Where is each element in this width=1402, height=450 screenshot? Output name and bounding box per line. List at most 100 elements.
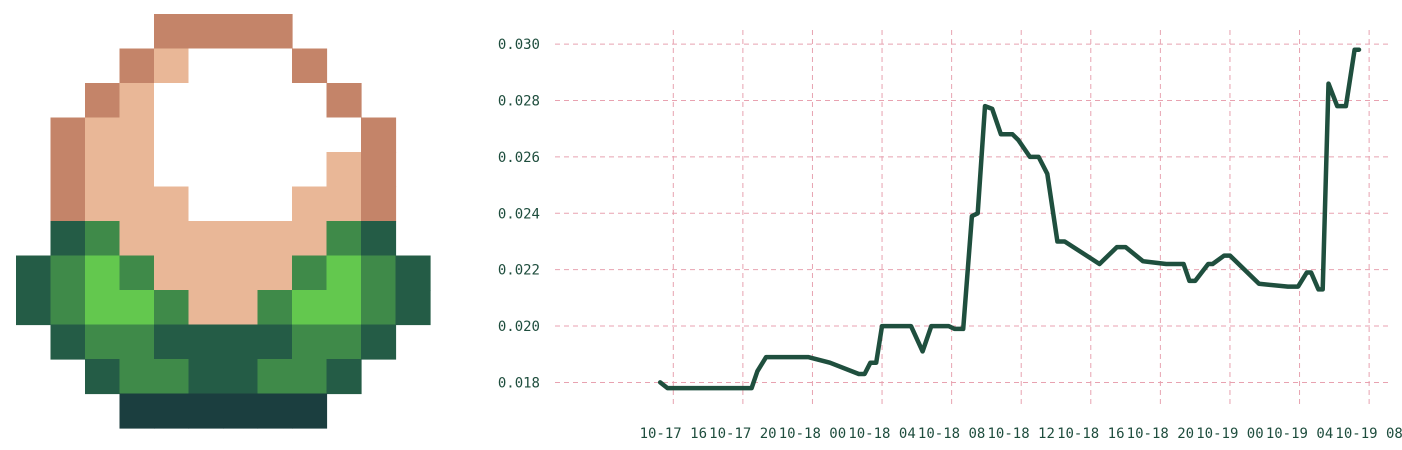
- y-tick-labels: 0.018 0.020 0.022 0.024 0.026 0.028 0.030: [498, 37, 540, 391]
- logo-pixel: [395, 290, 431, 326]
- logo-pixel: [154, 255, 190, 291]
- series-layer: [657, 47, 1362, 391]
- logo-pixel: [119, 255, 155, 291]
- x-tick-label: 10-18 04: [848, 426, 915, 442]
- logo-pixel: [292, 393, 328, 429]
- logo-pixel: [188, 14, 224, 50]
- logo-pixel: [257, 117, 293, 153]
- y-tick-label: 0.028: [498, 93, 540, 109]
- x-tick-label: 10-18 16: [1057, 426, 1124, 442]
- logo-pixel: [154, 152, 190, 188]
- logo-pixel: [119, 117, 155, 153]
- logo-pixel: [326, 152, 362, 188]
- logo-pixel: [257, 83, 293, 119]
- logo-pixel: [326, 186, 362, 222]
- y-grid-lines: [555, 43, 1390, 383]
- logo-pixel: [85, 117, 121, 153]
- logo-pixel: [154, 117, 190, 153]
- logo-pixel: [188, 393, 224, 429]
- pixel-badge-logo: [16, 14, 431, 429]
- logo-pixel: [85, 255, 121, 291]
- y-tick-label: 0.020: [498, 319, 540, 335]
- logo-pixel: [292, 48, 328, 84]
- logo-pixel: [257, 393, 293, 429]
- logo-pixel: [16, 255, 52, 291]
- logo-pixel: [223, 290, 259, 326]
- logo-pixel: [188, 48, 224, 84]
- logo-pixel: [292, 290, 328, 326]
- logo-pixel: [361, 324, 397, 360]
- logo-pixel: [119, 186, 155, 222]
- logo-pixel: [326, 290, 362, 326]
- logo-pixel: [188, 290, 224, 326]
- logo-pixel: [292, 221, 328, 257]
- logo-pixel: [361, 152, 397, 188]
- logo-pixel: [50, 255, 86, 291]
- logo-pixel: [154, 359, 190, 395]
- logo-pixel: [85, 221, 121, 257]
- logo-pixel: [188, 186, 224, 222]
- logo-pixel: [361, 221, 397, 257]
- x-tick-label: 10-18 00: [779, 426, 846, 442]
- logo-pixel: [223, 393, 259, 429]
- x-grid-lines: [672, 30, 1370, 405]
- logo-pixel: [154, 290, 190, 326]
- logo-pixel: [50, 324, 86, 360]
- x-tick-label: 10-17 20: [709, 426, 776, 442]
- logo-pixel: [85, 290, 121, 326]
- x-tick-label: 10-17 16: [640, 426, 707, 442]
- logo-pixel: [119, 221, 155, 257]
- logo-pixel: [50, 290, 86, 326]
- logo-pixel: [223, 359, 259, 395]
- logo-pixel: [119, 48, 155, 84]
- logo-pixel: [50, 186, 86, 222]
- logo-pixel: [223, 83, 259, 119]
- logo-pixel: [223, 14, 259, 50]
- logo-pixel: [85, 83, 121, 119]
- logo-pixel: [292, 152, 328, 188]
- logo-pixel: [326, 324, 362, 360]
- logo-pixel: [85, 152, 121, 188]
- logo-pixel: [119, 152, 155, 188]
- logo-pixel: [154, 48, 190, 84]
- logo-pixel: [50, 221, 86, 257]
- series-line: [657, 47, 1362, 391]
- logo-pixel: [223, 221, 259, 257]
- logo-pixel: [361, 290, 397, 326]
- logo-pixel: [292, 359, 328, 395]
- logo-pixel: [188, 255, 224, 291]
- logo-pixel: [292, 83, 328, 119]
- y-tick-label: 0.030: [498, 37, 540, 53]
- logo-pixel: [257, 221, 293, 257]
- logo-pixel: [50, 117, 86, 153]
- logo-pixel: [119, 290, 155, 326]
- logo-pixel: [188, 152, 224, 188]
- logo-pixel: [257, 152, 293, 188]
- x-tick-labels: 10-17 16 10-17 20 10-18 00 10-18 04 10-18 08…: [640, 426, 1402, 442]
- logo-pixel: [223, 255, 259, 291]
- x-tick-label: 10-19 08: [1335, 426, 1402, 442]
- x-tick-label: 10-19 00: [1196, 426, 1263, 442]
- logo-pixel: [361, 117, 397, 153]
- logo-pixel: [223, 186, 259, 222]
- logo-pixel: [292, 117, 328, 153]
- logo-pixel: [154, 324, 190, 360]
- logo-pixel: [292, 186, 328, 222]
- logo-pixel: [119, 393, 155, 429]
- logo-pixel: [119, 324, 155, 360]
- logo-pixel: [361, 186, 397, 222]
- logo-pixel: [292, 324, 328, 360]
- y-tick-label: 0.018: [498, 375, 540, 391]
- logo-pixel: [16, 290, 52, 326]
- logo-pixel: [188, 324, 224, 360]
- logo-pixel: [154, 221, 190, 257]
- x-tick-label: 10-18 20: [1127, 426, 1194, 442]
- logo-pixel: [188, 221, 224, 257]
- x-tick-label: 10-18 08: [918, 426, 985, 442]
- y-tick-label: 0.026: [498, 150, 540, 166]
- logo-pixel: [326, 221, 362, 257]
- y-tick-label: 0.022: [498, 263, 540, 279]
- logo-pixel: [326, 255, 362, 291]
- logo-pixel: [257, 255, 293, 291]
